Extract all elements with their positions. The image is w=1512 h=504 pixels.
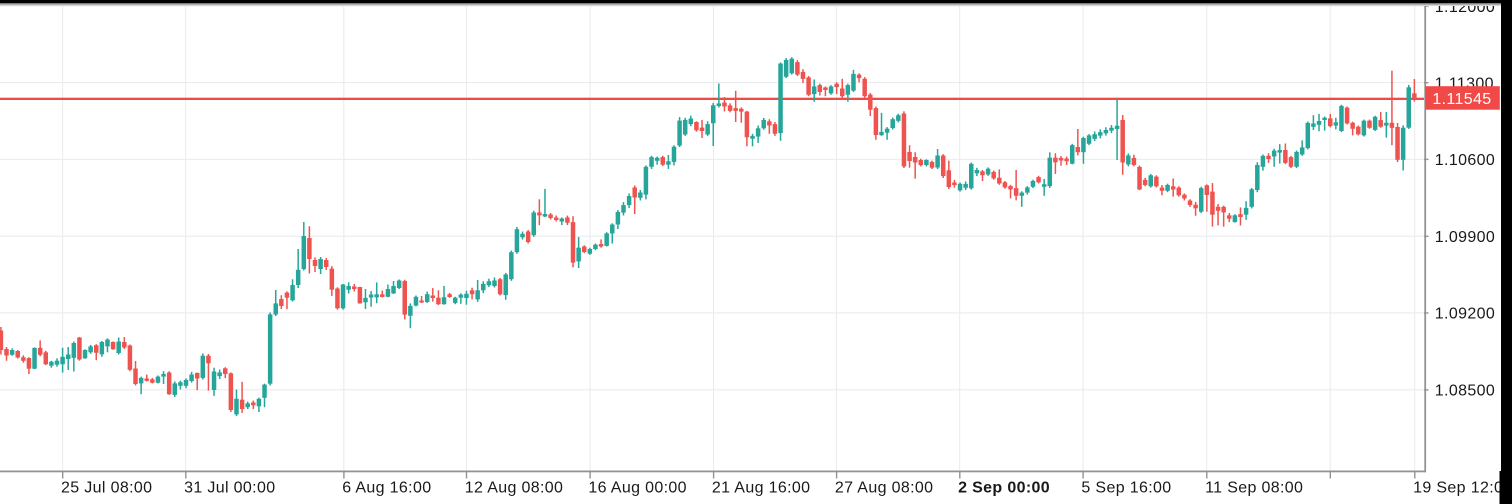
svg-text:12 Aug 08:00: 12 Aug 08:00 [465, 479, 564, 496]
svg-text:1.08500: 1.08500 [1435, 383, 1495, 400]
svg-text:2 Sep 00:00: 2 Sep 00:00 [958, 479, 1050, 496]
svg-text:19 Sep 12:00: 19 Sep 12:00 [1413, 479, 1512, 496]
svg-text:6 Aug 16:00: 6 Aug 16:00 [342, 479, 431, 496]
svg-text:11 Sep 08:00: 11 Sep 08:00 [1205, 479, 1303, 496]
svg-text:1.09900: 1.09900 [1435, 229, 1495, 246]
svg-text:1.10600: 1.10600 [1435, 152, 1495, 169]
svg-text:25 Jul 08:00: 25 Jul 08:00 [61, 479, 152, 496]
svg-text:16 Aug 00:00: 16 Aug 00:00 [588, 479, 687, 496]
svg-text:21 Aug 16:00: 21 Aug 16:00 [712, 479, 811, 496]
svg-text:5 Sep 16:00: 5 Sep 16:00 [1081, 479, 1171, 496]
svg-text:31 Jul 00:00: 31 Jul 00:00 [184, 479, 275, 496]
svg-text:27 Aug 08:00: 27 Aug 08:00 [835, 479, 934, 496]
svg-text:1.09200: 1.09200 [1435, 306, 1495, 323]
svg-text:1.11545: 1.11545 [1432, 91, 1491, 108]
